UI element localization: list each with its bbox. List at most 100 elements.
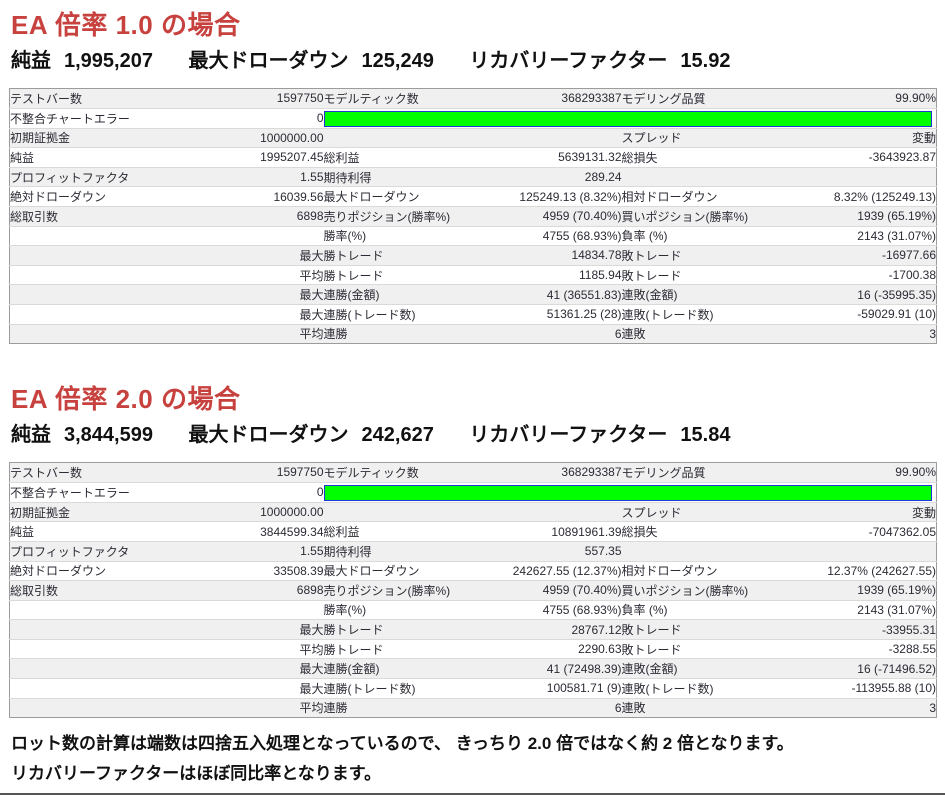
metric-value: 平均: [231, 697, 324, 718]
metric-value: 最大: [231, 619, 324, 640]
metric-label: 連勝(トレード数): [323, 678, 510, 699]
max-drawdown-value: 125,249: [361, 50, 434, 72]
metric-label: 期待利得: [323, 166, 510, 187]
metric-label: 負率 (%): [621, 225, 782, 246]
metric-label: [9, 264, 232, 285]
metric-label: 総利益: [323, 147, 510, 168]
metric-value: 平均: [231, 264, 324, 285]
metric-value: 1000000.00: [231, 127, 324, 148]
modeling-quality-bar: [323, 484, 932, 501]
report-table-row: 初期証拠金 1000000.00 スプレッド 変動: [9, 501, 937, 522]
metric-label: プロフィットファクタ: [9, 540, 232, 561]
metric-value: 99.90%: [781, 88, 937, 109]
modeling-quality-bar-cell: [323, 107, 937, 129]
metric-value: 6: [509, 323, 622, 344]
metric-value: 0: [231, 107, 324, 129]
metric-value: 1.55: [231, 540, 324, 561]
metric-label: スプレッド: [621, 501, 782, 522]
report-table-row: 勝率(%) 4755 (68.93%) 負率 (%) 2143 (31.07%): [9, 225, 937, 246]
metric-label: 期待利得: [323, 540, 510, 561]
metric-value: [231, 599, 324, 620]
report-table-row: 不整合チャートエラー 0: [9, 107, 937, 129]
metric-value: 1185.94: [509, 264, 622, 285]
metric-value: 4959 (70.40%): [509, 205, 622, 227]
metric-label: [9, 225, 232, 246]
metric-label: テストバー数: [9, 88, 232, 109]
report-table-row: 平均 勝トレード 1185.94 敗トレード -1700.38: [9, 264, 937, 285]
metric-value: 変動: [781, 501, 937, 522]
metric-value: 33508.39: [231, 560, 324, 581]
metric-label: 相対ドローダウン: [621, 560, 782, 581]
metric-value: 1000000.00: [231, 501, 324, 522]
metric-value: 16 (-35995.35): [781, 284, 937, 305]
report-table-row: 最大 連勝(金額) 41 (36551.83) 連敗(金額) 16 (-35995.35…: [9, 284, 937, 305]
metric-value: 2290.63: [509, 638, 622, 659]
report-table-row: 平均 連勝 6 連敗 3: [9, 697, 937, 718]
metric-value: 平均: [231, 323, 324, 344]
metric-label: 最大ドローダウン: [323, 560, 510, 581]
backtest-report-table-1: テストバー数 1597750 モデルティック数 368293387 モデリング品質 99.…: [9, 88, 937, 345]
metric-label: 総損失: [621, 147, 782, 168]
metric-value: 28767.12: [509, 619, 622, 640]
metric-value: 6898: [231, 205, 324, 227]
metric-value: 4959 (70.40%): [509, 580, 622, 601]
modeling-quality-bar-cell: [323, 481, 937, 503]
metric-value: 最大: [231, 303, 324, 325]
metric-label: 連敗: [621, 697, 782, 718]
metric-label: 絶対ドローダウン: [9, 186, 232, 207]
metric-value: 14834.78: [509, 245, 622, 266]
max-drawdown-value: 242,627: [361, 424, 434, 447]
report-table-row: プロフィットファクタ 1.55 期待利得 557.35: [9, 540, 937, 561]
metric-label: 総損失: [621, 521, 782, 542]
report-table-row: 平均 勝トレード 2290.63 敗トレード -3288.55: [9, 638, 937, 659]
summary-line: 純益 3,844,599 最大ドローダウン 242,627 リカバリーファクター 15…: [11, 423, 936, 447]
metric-value: [509, 127, 622, 148]
report-table-row: 最大 連勝(トレード数) 100581.71 (9) 連敗(トレード数) -113955…: [9, 678, 937, 699]
metric-label: 連勝(金額): [323, 658, 510, 679]
metric-value: 368293387: [509, 88, 622, 109]
section-title: EA 倍率 2.0 の場合: [11, 384, 241, 415]
max-drawdown-label: 最大ドローダウン: [188, 424, 349, 447]
metric-value: -16977.66: [781, 245, 937, 266]
metric-value: 12.37% (242627.55): [781, 560, 937, 581]
metric-label: 最大ドローダウン: [323, 186, 510, 207]
metric-label: 純益: [9, 521, 232, 542]
metric-value: 1995207.45: [231, 147, 324, 168]
metric-value: -113955.88 (10): [781, 678, 937, 699]
metric-label: [621, 166, 782, 187]
metric-label: 総取引数: [9, 205, 232, 227]
metric-label: 買いポジション(勝率%): [621, 205, 782, 227]
metric-value: -59029.91 (10): [781, 303, 937, 325]
metric-value: 3844599.34: [231, 521, 324, 542]
report-table-row: 最大 勝トレード 28767.12 敗トレード -33955.31: [9, 619, 937, 640]
metric-label: 絶対ドローダウン: [9, 560, 232, 581]
net-profit-value: 1,995,207: [64, 50, 153, 72]
backtest-report-table-2: テストバー数 1597750 モデルティック数 368293387 モデリング品質 99.…: [9, 462, 937, 719]
metric-value: 289.24: [509, 166, 622, 187]
metric-label: 連敗(トレード数): [621, 303, 782, 325]
metric-label: [9, 323, 232, 344]
bottom-divider: [0, 793, 945, 796]
metric-value: 最大: [231, 245, 324, 266]
metric-label: スプレッド: [621, 127, 782, 148]
metric-value: 1597750: [231, 462, 324, 483]
section-ea-multiplier-1: EA 倍率 1.0 の場合 純益 1,995,207 最大ドローダウン 125,24…: [9, 10, 937, 345]
footer-note-recovery-factor: リカバリーファクターはほぼ同比率となります。: [11, 764, 382, 784]
metric-value: 2143 (31.07%): [781, 225, 937, 246]
report-table-row: プロフィットファクタ 1.55 期待利得 289.24: [9, 166, 937, 187]
metric-value: 2143 (31.07%): [781, 599, 937, 620]
metric-label: [9, 697, 232, 718]
metric-value: 最大: [231, 658, 324, 679]
metric-value: 100581.71 (9): [509, 678, 622, 699]
report-table-row: 純益 3844599.34 総利益 10891961.39 総損失 -7047362.05: [9, 521, 937, 542]
metric-value: 1.55: [231, 166, 324, 187]
metric-label: [323, 127, 510, 148]
metric-label: 敗トレード: [621, 619, 782, 640]
metric-label: テストバー数: [9, 462, 232, 483]
metric-value: 6898: [231, 580, 324, 601]
metric-label: 純益: [9, 147, 232, 168]
metric-value: 368293387: [509, 462, 622, 483]
metric-label: [9, 303, 232, 325]
metric-label: 勝トレード: [323, 264, 510, 285]
metric-value: 1939 (65.19%): [781, 580, 937, 601]
